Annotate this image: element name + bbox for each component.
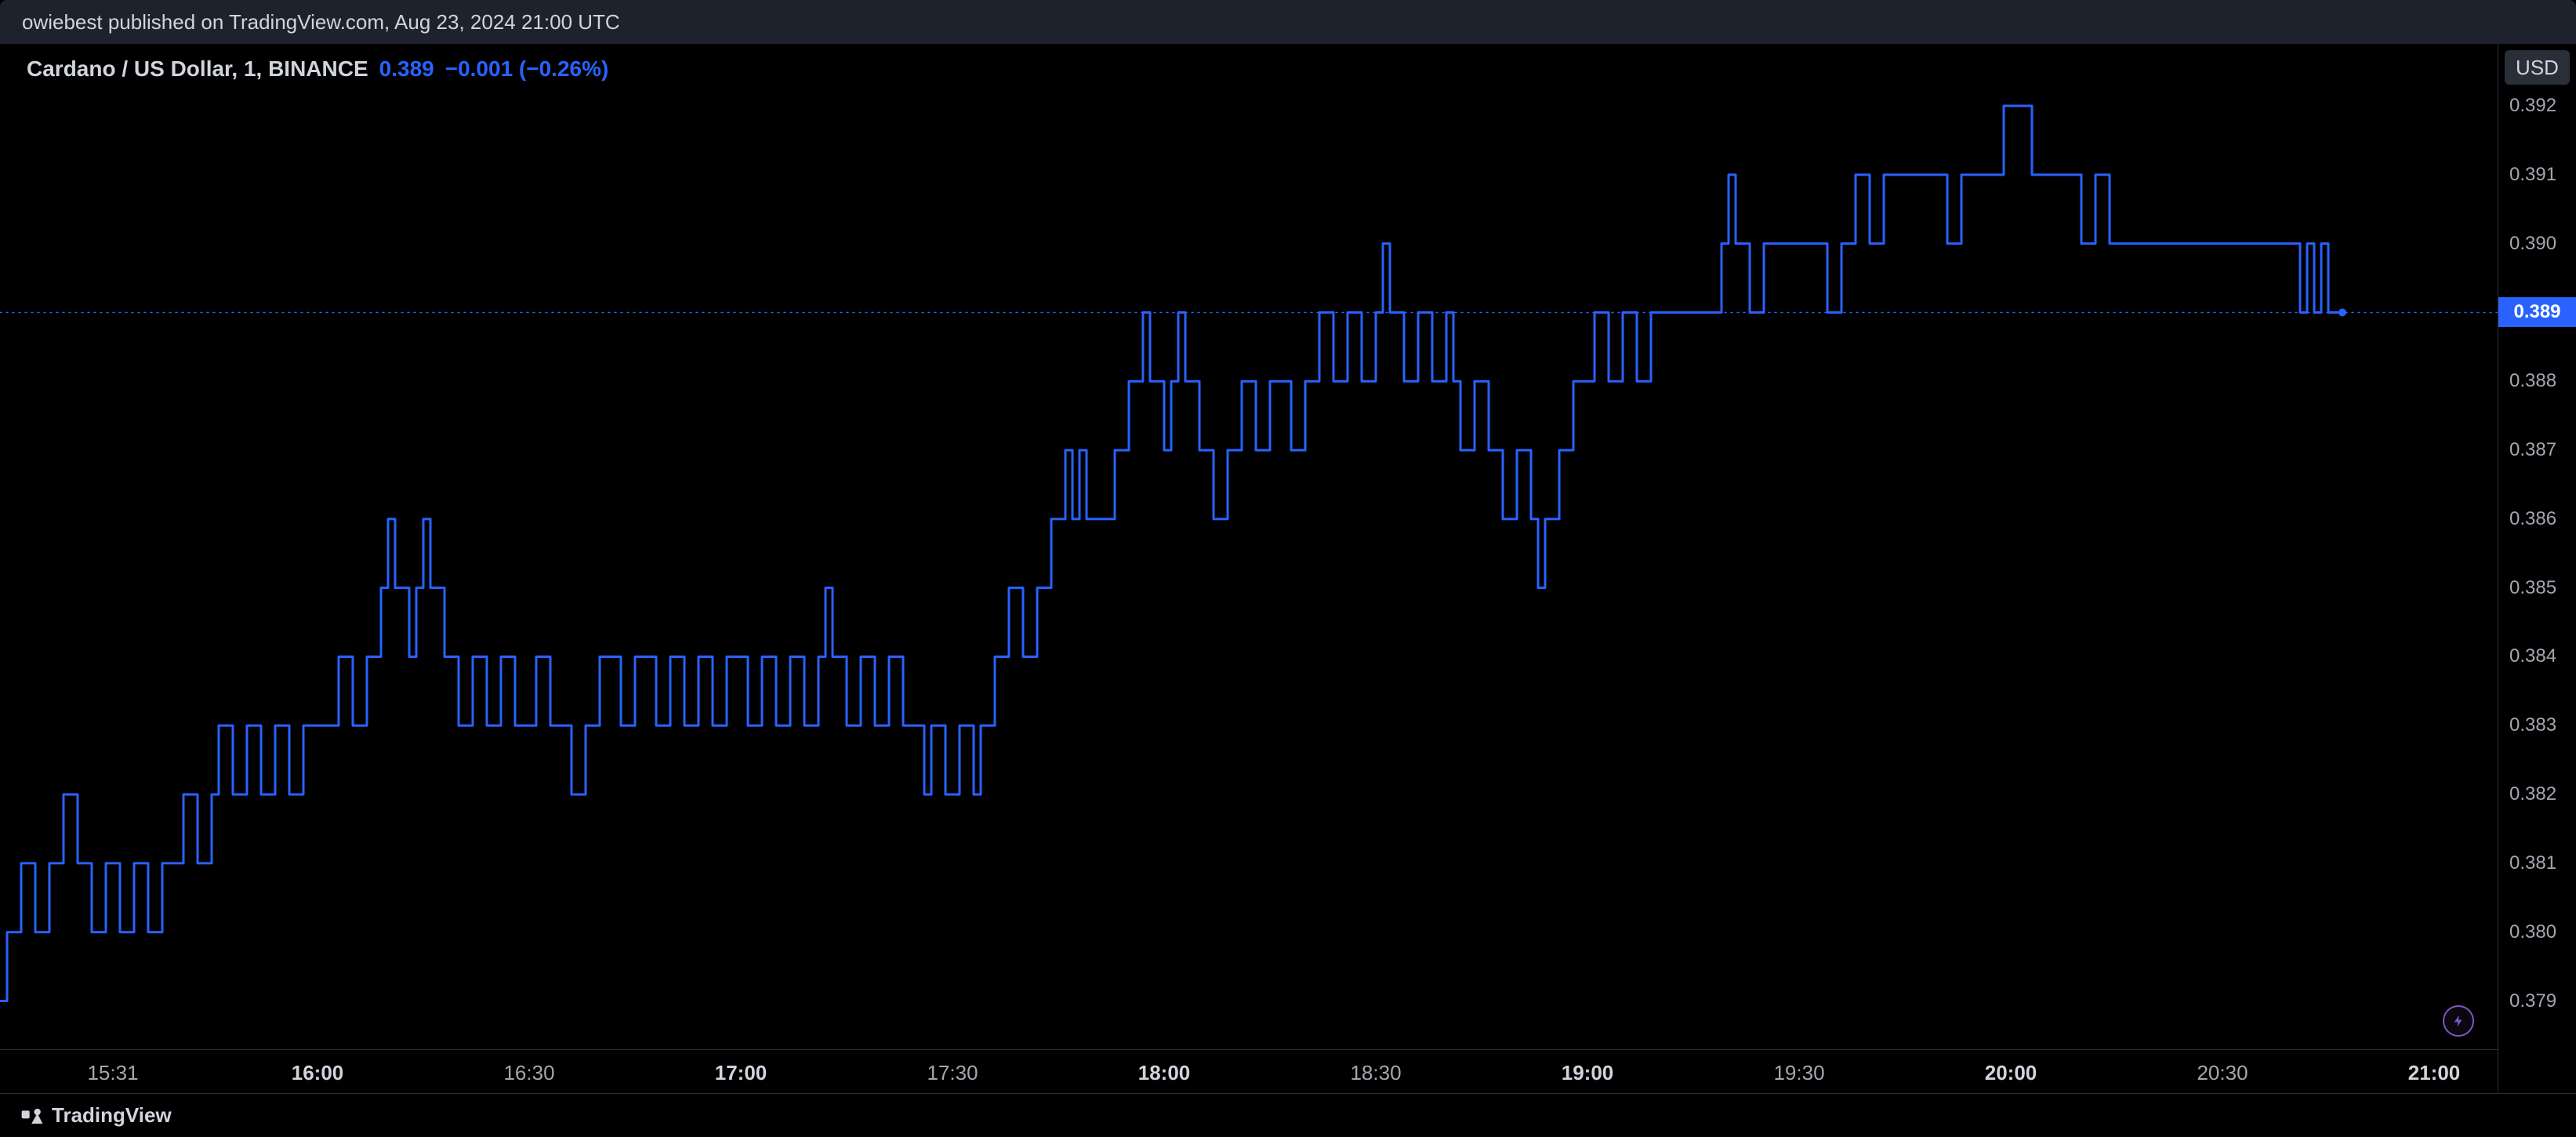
x-axis-tick: 19:30 [1773, 1061, 1824, 1085]
x-axis-tick: 18:00 [1138, 1061, 1191, 1085]
x-axis-tick: 19:00 [1562, 1061, 1614, 1085]
y-axis-tick: 0.380 [2509, 921, 2556, 943]
price-axis[interactable]: USD 0.379 0.380 0.381 0.382 0.383 0.384 0.385 0… [2498, 44, 2576, 1093]
symbol-description[interactable]: Cardano / US Dollar, 1, BINANCE [27, 56, 368, 82]
y-axis-tick: 0.390 [2509, 233, 2556, 255]
footer-bar: TradingView [0, 1093, 2576, 1137]
y-axis-tick: 0.381 [2509, 852, 2556, 874]
lightning-icon [2451, 1014, 2465, 1028]
y-axis-tick: 0.384 [2509, 645, 2556, 667]
y-axis-tick: 0.391 [2509, 164, 2556, 186]
y-axis-tick: 0.379 [2509, 990, 2556, 1012]
publish-info-text: owiebest published on TradingView.com, A… [22, 10, 620, 35]
x-axis-tick: 20:30 [2197, 1061, 2248, 1085]
plot-svg [0, 44, 2498, 1049]
x-axis-tick: 18:30 [1350, 1061, 1401, 1085]
y-axis-tick: 0.382 [2509, 783, 2556, 805]
x-axis-tick: 17:30 [927, 1061, 978, 1085]
chart-legend: Cardano / US Dollar, 1, BINANCE 0.389 −0… [27, 56, 608, 82]
x-axis-tick: 17:00 [715, 1061, 767, 1085]
time-axis[interactable]: 15:31 16:00 16:30 17:00 17:30 18:00 18:30 19:00… [0, 1049, 2498, 1093]
chart-area: 15:31 16:00 16:30 17:00 17:30 18:00 18:30 19:00… [0, 44, 2576, 1093]
tradingview-chart: owiebest published on TradingView.com, A… [0, 0, 2576, 1137]
price-plot[interactable] [0, 44, 2498, 1049]
currency-label: USD [2516, 56, 2559, 80]
tradingview-logo-icon [20, 1104, 44, 1128]
x-axis-tick: 21:00 [2408, 1061, 2461, 1085]
y-axis-tick: 0.383 [2509, 714, 2556, 736]
publish-info-bar: owiebest published on TradingView.com, A… [0, 0, 2576, 44]
goto-date-button[interactable] [2443, 1005, 2474, 1037]
y-axis-tick: 0.385 [2509, 577, 2556, 599]
price-change: −0.001 (−0.26%) [445, 56, 609, 82]
currency-button[interactable]: USD [2505, 50, 2570, 85]
x-axis-tick: 16:00 [292, 1061, 344, 1085]
x-axis-tick: 16:30 [503, 1061, 554, 1085]
x-axis-tick: 20:00 [1985, 1061, 2037, 1085]
current-price-tag: 0.389 [2498, 297, 2576, 327]
y-axis-tick: 0.386 [2509, 508, 2556, 530]
y-axis-tick: 0.392 [2509, 95, 2556, 117]
y-axis-tick: 0.388 [2509, 370, 2556, 392]
x-axis-tick: 15:31 [87, 1061, 138, 1085]
brand-text: TradingView [52, 1103, 172, 1128]
last-price: 0.389 [379, 56, 434, 82]
y-axis-tick: 0.387 [2509, 439, 2556, 461]
